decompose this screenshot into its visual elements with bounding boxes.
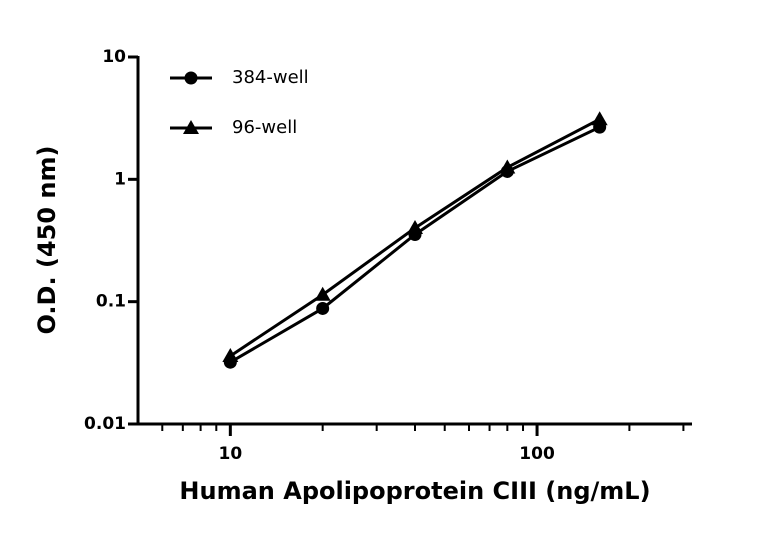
legend-label: 384-well bbox=[232, 67, 309, 88]
x-tick-label: 10 bbox=[218, 444, 242, 464]
legend-label: 96-well bbox=[232, 117, 297, 138]
x-axis-title: Human Apolipoprotein CIII (ng/mL) bbox=[179, 477, 650, 505]
series-line bbox=[229, 125, 601, 364]
marker bbox=[499, 159, 516, 174]
marker bbox=[591, 111, 608, 126]
marker bbox=[407, 220, 423, 235]
y-tick-label: 0.01 bbox=[84, 414, 126, 434]
marker bbox=[222, 347, 239, 362]
y-axis-title: O.D. (450 nm) bbox=[33, 146, 61, 335]
marker bbox=[314, 286, 331, 301]
marker bbox=[316, 301, 330, 315]
y-tick-label: 10 bbox=[102, 47, 126, 67]
marker bbox=[183, 120, 199, 134]
y-tick-label: 1 bbox=[114, 169, 126, 189]
y-tick-label: 0.1 bbox=[96, 292, 126, 312]
marker bbox=[184, 71, 198, 85]
x-tick-label: 100 bbox=[519, 444, 555, 464]
